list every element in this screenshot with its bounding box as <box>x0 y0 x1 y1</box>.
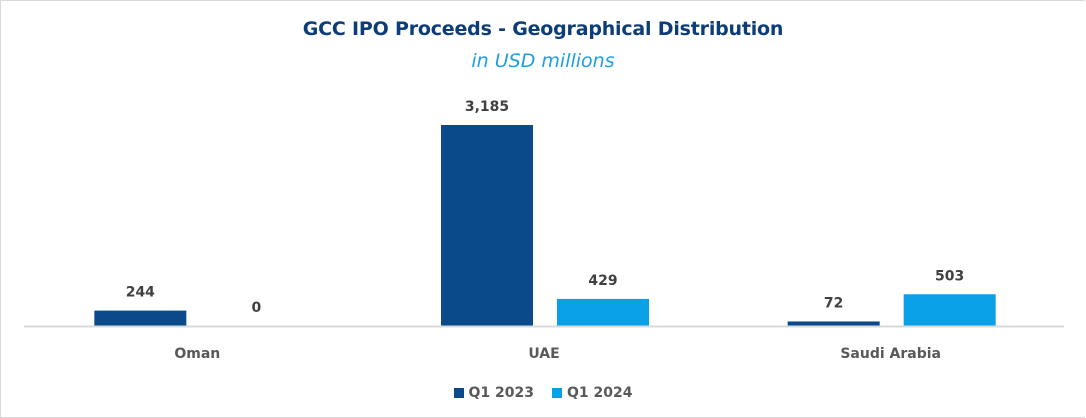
category-label-uae: UAE <box>528 346 559 362</box>
bar-saudi-arabia-q1-2023 <box>787 321 880 326</box>
legend-swatch-q1-2023 <box>453 388 464 398</box>
data-label-saudi-arabia-q1-2024: 503 <box>935 268 964 284</box>
data-label-oman-q1-2024: 0 <box>251 300 261 316</box>
legend-item-q1-2023: Q1 2023 <box>453 385 534 401</box>
legend: Q1 2023 Q1 2024 <box>0 385 1086 401</box>
chart-subtitle: in USD millions <box>471 50 615 72</box>
data-label-uae-q1-2024: 429 <box>588 273 617 289</box>
bar-uae-q1-2024 <box>557 298 649 326</box>
category-label-oman: Oman <box>174 346 220 362</box>
data-label-oman-q1-2023: 244 <box>126 285 155 301</box>
bar-uae-q1-2023 <box>441 125 533 326</box>
data-label-saudi-arabia-q1-2023: 72 <box>824 295 843 311</box>
bar-saudi-arabia-q1-2024 <box>903 294 996 326</box>
data-label-uae-q1-2023: 3,185 <box>465 99 509 115</box>
legend-swatch-q1-2024 <box>552 388 562 398</box>
category-label-saudi-arabia: Saudi Arabia <box>840 346 941 362</box>
legend-item-q1-2024: Q1 2024 <box>552 385 632 401</box>
legend-label-q1-2024: Q1 2024 <box>567 385 633 401</box>
bar-oman-q1-2023 <box>94 310 187 326</box>
chart-title: GCC IPO Proceeds - Geographical Distribu… <box>302 18 784 40</box>
legend-label-q1-2023: Q1 2023 <box>468 385 534 401</box>
